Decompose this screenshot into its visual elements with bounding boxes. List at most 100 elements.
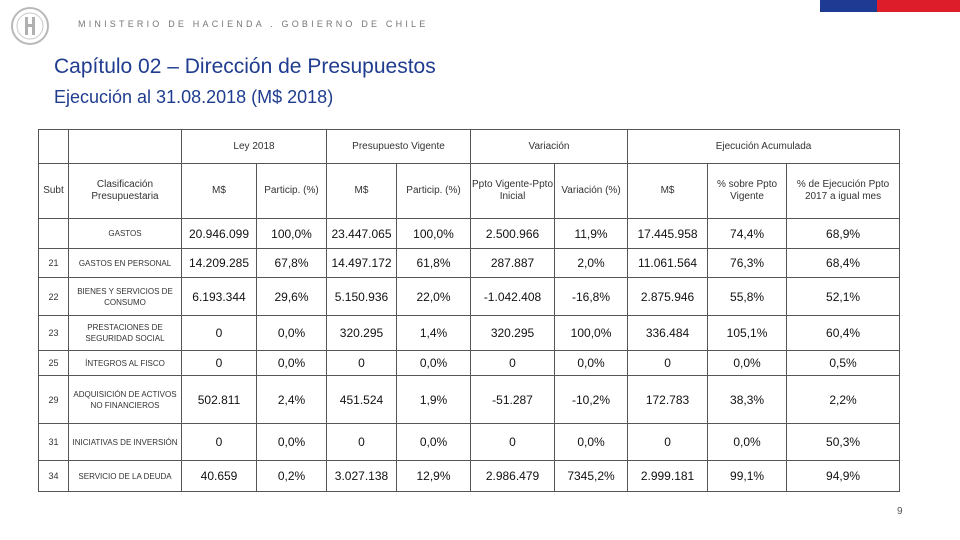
table-cell: 2.999.181 <box>627 460 709 492</box>
table-cell: 0 <box>326 423 397 461</box>
table-cell: -10,2% <box>554 375 629 424</box>
table-cell: -16,8% <box>554 277 629 316</box>
table-cell: 1,4% <box>395 315 472 351</box>
table-row: 21 GASTOS EN PERSONAL 14.209.285 67,8% 1… <box>38 248 901 278</box>
page-title: Capítulo 02 – Dirección de Presupuestos <box>54 55 436 78</box>
table-cell: 100,0% <box>554 315 629 351</box>
table-cell: 0 <box>181 350 257 376</box>
table-cell: 0,0% <box>256 350 327 376</box>
column-header: Ppto Vigente-Ppto Inicial <box>470 163 556 219</box>
table-cell: 0 <box>627 350 709 376</box>
table-cell: 0,0% <box>256 423 327 461</box>
coat-of-arms-icon <box>11 7 49 45</box>
table-cell: 2,2% <box>786 375 901 424</box>
table-cell: 23.447.065 <box>326 218 397 249</box>
page-subtitle: Ejecución al 31.08.2018 (M$ 2018) <box>54 87 334 107</box>
row-label: GASTOS <box>68 218 182 249</box>
row-label: ÍNTEGROS AL FISCO <box>68 350 182 376</box>
table-cell: 38,3% <box>707 375 788 424</box>
table-cell: 0,2% <box>256 460 327 492</box>
column-header: % sobre Ppto Vigente <box>707 163 788 219</box>
table-cell: 94,9% <box>786 460 901 492</box>
group-header-ley: Ley 2018 <box>181 129 327 164</box>
column-header: Variación (%) <box>554 163 629 219</box>
flag-red-stripe <box>877 0 960 12</box>
flag-blue-stripe <box>820 0 877 12</box>
group-header-ejecucion: Ejecución Acumulada <box>627 129 901 164</box>
table-cell: 99,1% <box>707 460 788 492</box>
table-cell: 0 <box>181 315 257 351</box>
table-cell: 105,1% <box>707 315 788 351</box>
table-cell: 5.150.936 <box>326 277 397 316</box>
page-number: 9 <box>897 506 903 517</box>
table-cell: 320.295 <box>470 315 556 351</box>
table-cell: 172.783 <box>627 375 709 424</box>
table-row: 31 INICIATIVAS DE INVERSIÓN 0 0,0% 0 0,0… <box>38 423 901 461</box>
table-cell: 11,9% <box>554 218 629 249</box>
column-header: Particip. (%) <box>256 163 327 219</box>
table-cell: 52,1% <box>786 277 901 316</box>
column-header-subt: Subt <box>38 163 69 219</box>
column-header: M$ <box>627 163 709 219</box>
row-label: GASTOS EN PERSONAL <box>68 248 182 278</box>
column-header: M$ <box>326 163 397 219</box>
column-header: % de Ejecución Ppto 2017 a igual mes <box>786 163 901 219</box>
table-cell: -1.042.408 <box>470 277 556 316</box>
table-cell: 451.524 <box>326 375 397 424</box>
row-subt: 29 <box>38 375 69 424</box>
table-cell: 2,0% <box>554 248 629 278</box>
table-cell: 20.946.099 <box>181 218 257 249</box>
group-header-presupuesto-vigente: Presupuesto Vigente <box>325 129 472 164</box>
table-cell: 76,3% <box>707 248 788 278</box>
table-cell: 0,0% <box>554 423 629 461</box>
row-subt: 25 <box>38 350 69 376</box>
row-subt: 21 <box>38 248 69 278</box>
table-cell: 50,3% <box>786 423 901 461</box>
table-cell: 100,0% <box>395 218 472 249</box>
table-cell: 67,8% <box>256 248 327 278</box>
table-cell: 22,0% <box>395 277 472 316</box>
table-cell: 3.027.138 <box>326 460 397 492</box>
row-subt <box>38 218 69 249</box>
table-cell: 68,4% <box>786 248 901 278</box>
ministry-heading: MINISTERIO DE HACIENDA . GOBIERNO DE CHI… <box>78 19 429 29</box>
table-cell: 11.061.564 <box>627 248 709 278</box>
table-cell: 336.484 <box>627 315 709 351</box>
table-cell: 287.887 <box>470 248 556 278</box>
table-cell: 0,0% <box>395 423 472 461</box>
table-cell: 17.445.958 <box>627 218 709 249</box>
table-cell: 7345,2% <box>554 460 629 492</box>
table-cell: 0 <box>181 423 257 461</box>
column-header-clasificacion: Clasificación Presupuestaria <box>68 163 182 219</box>
header-cell <box>38 129 69 164</box>
row-label: SERVICIO DE LA DEUDA <box>68 460 182 492</box>
table-cell: 55,8% <box>707 277 788 316</box>
table-cell: 29,6% <box>256 277 327 316</box>
column-header: M$ <box>181 163 257 219</box>
table-cell: 0,0% <box>707 350 788 376</box>
table-cell: 14.209.285 <box>181 248 257 278</box>
table-cell: 14.497.172 <box>326 248 397 278</box>
table-cell: 0,0% <box>395 350 472 376</box>
table-cell: 2.986.479 <box>470 460 556 492</box>
table-cell: 2.875.946 <box>627 277 709 316</box>
row-subt: 34 <box>38 460 69 492</box>
table-cell: 2.500.966 <box>470 218 556 249</box>
header-cell <box>68 129 182 164</box>
table-cell: 1,9% <box>395 375 472 424</box>
table-cell: 0 <box>627 423 709 461</box>
table-cell: 61,8% <box>395 248 472 278</box>
table-row: 23 PRESTACIONES DE SEGURIDAD SOCIAL 0 0,… <box>38 315 901 351</box>
row-subt: 23 <box>38 315 69 351</box>
table-cell: 60,4% <box>786 315 901 351</box>
table-row: 29 ADQUISICIÓN DE ACTIVOS NO FINANCIEROS… <box>38 375 901 424</box>
table-cell: 502.811 <box>181 375 257 424</box>
row-label: INICIATIVAS DE INVERSIÓN <box>68 423 182 461</box>
budget-table: Ley 2018 Presupuesto Vigente Variación E… <box>38 129 901 492</box>
table-cell: 0 <box>470 423 556 461</box>
row-label: BIENES Y SERVICIOS DE CONSUMO <box>68 277 182 316</box>
row-subt: 31 <box>38 423 69 461</box>
table-cell: 74,4% <box>707 218 788 249</box>
table-cell: 68,9% <box>786 218 901 249</box>
table-row: 22 BIENES Y SERVICIOS DE CONSUMO 6.193.3… <box>38 277 901 316</box>
